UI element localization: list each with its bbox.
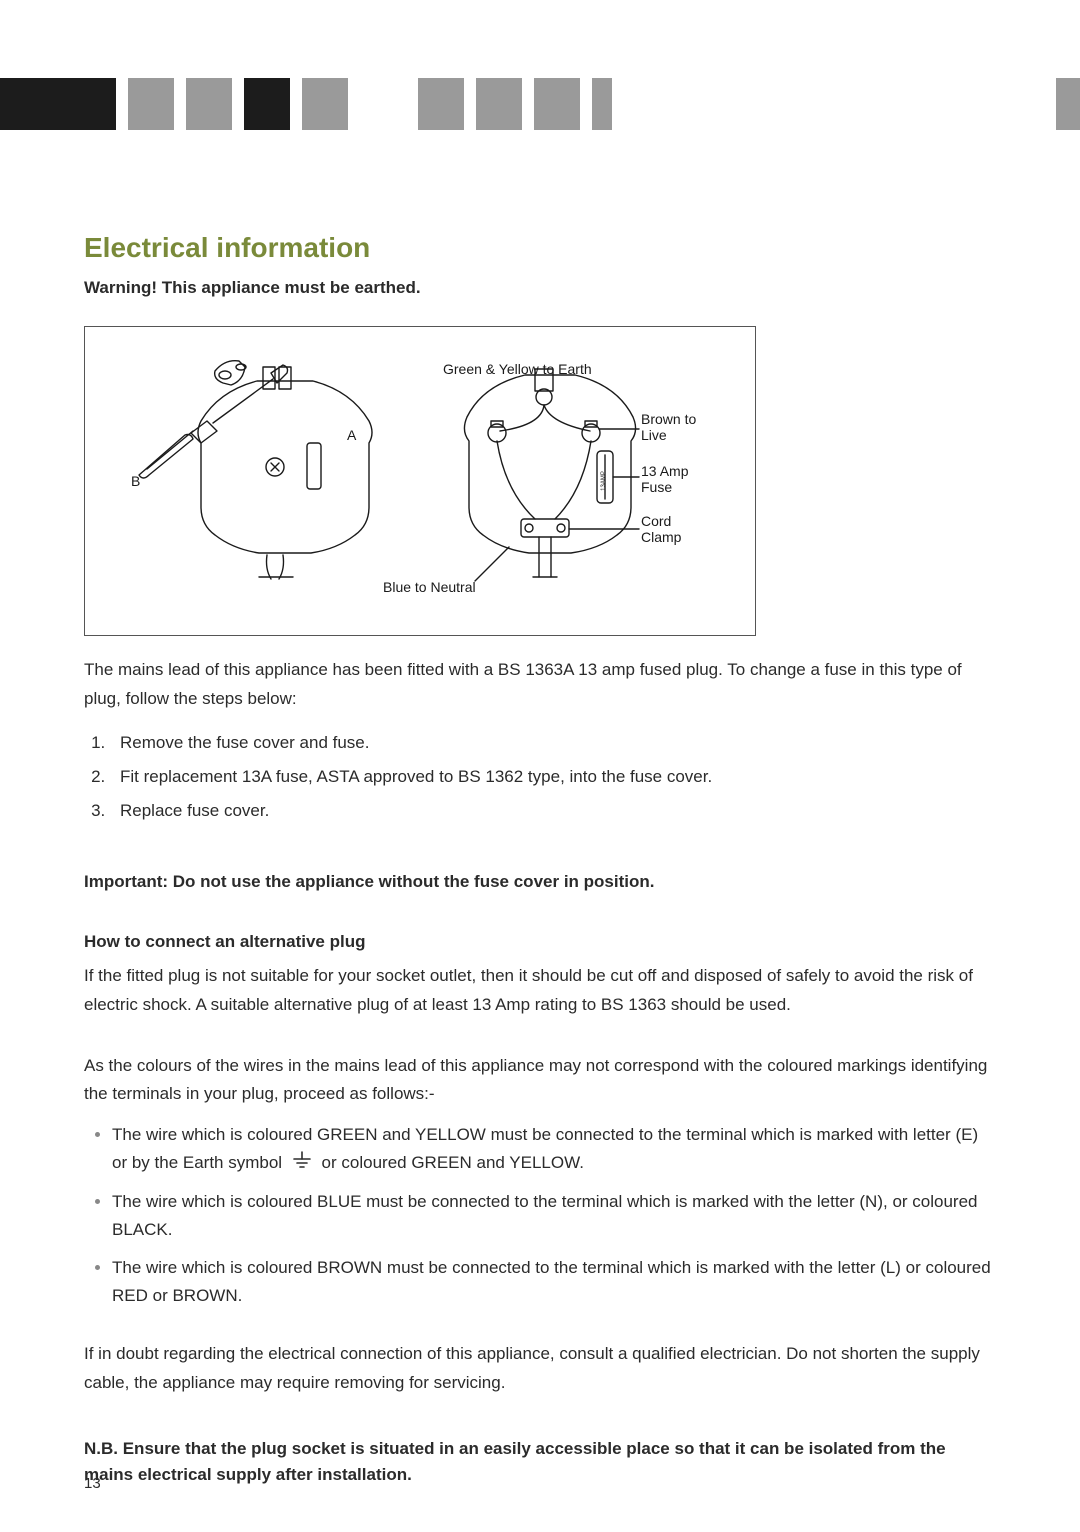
bullet-text-post: or coloured GREEN and YELLOW. xyxy=(322,1153,584,1172)
diagram-label-b: B xyxy=(131,473,140,489)
intro-paragraph: The mains lead of this appliance has bee… xyxy=(84,656,996,714)
diagram-label-earth: Green & Yellow to Earth xyxy=(443,361,592,377)
page-content: Electrical information Warning! This app… xyxy=(84,232,996,1489)
header-bar xyxy=(302,78,348,130)
page-number: 13 xyxy=(84,1475,101,1492)
diagram-label-neutral: Blue to Neutral xyxy=(383,579,476,595)
header-bar xyxy=(128,78,174,130)
section-title: Electrical information xyxy=(84,232,996,264)
header-decorative-bars xyxy=(0,78,1080,130)
wiring-bullets: The wire which is coloured GREEN and YEL… xyxy=(84,1121,996,1310)
alt-plug-para2: As the colours of the wires in the mains… xyxy=(84,1052,996,1110)
important-line: Important: Do not use the appliance with… xyxy=(84,872,996,892)
header-bar xyxy=(0,78,116,130)
header-bar xyxy=(1056,78,1080,130)
header-bar xyxy=(244,78,290,130)
step-item: Remove the fuse cover and fuse. xyxy=(110,726,996,760)
diagram-label-fuse: 13 Amp Fuse xyxy=(641,463,688,495)
manual-page: Electrical information Warning! This app… xyxy=(0,0,1080,1532)
step-item: Fit replacement 13A fuse, ASTA approved … xyxy=(110,760,996,794)
header-bar xyxy=(592,78,612,130)
diagram-label-live: Brown to Live xyxy=(641,411,696,443)
bullet-item: The wire which is coloured BROWN must be… xyxy=(112,1254,996,1310)
svg-text:13AMP: 13AMP xyxy=(601,471,607,491)
bullet-item: The wire which is coloured GREEN and YEL… xyxy=(112,1121,996,1178)
doubt-paragraph: If in doubt regarding the electrical con… xyxy=(84,1340,996,1398)
header-bar xyxy=(534,78,580,130)
bullet-item: The wire which is coloured BLUE must be … xyxy=(112,1188,996,1244)
alt-plug-para1: If the fitted plug is not suitable for y… xyxy=(84,962,996,1020)
step-item: Replace fuse cover. xyxy=(110,794,996,828)
earth-symbol-icon xyxy=(291,1150,313,1178)
header-bar xyxy=(476,78,522,130)
plug-wiring-diagram: 13AMP xyxy=(84,326,756,636)
diagram-label-a: A xyxy=(347,427,356,443)
nb-paragraph: N.B. Ensure that the plug socket is situ… xyxy=(84,1436,996,1489)
diagram-label-clamp: Cord Clamp xyxy=(641,513,681,545)
warning-line: Warning! This appliance must be earthed. xyxy=(84,278,996,298)
fuse-replacement-steps: Remove the fuse cover and fuse. Fit repl… xyxy=(84,726,996,828)
header-bar xyxy=(418,78,464,130)
header-bar xyxy=(186,78,232,130)
alt-plug-heading: How to connect an alternative plug xyxy=(84,932,996,952)
